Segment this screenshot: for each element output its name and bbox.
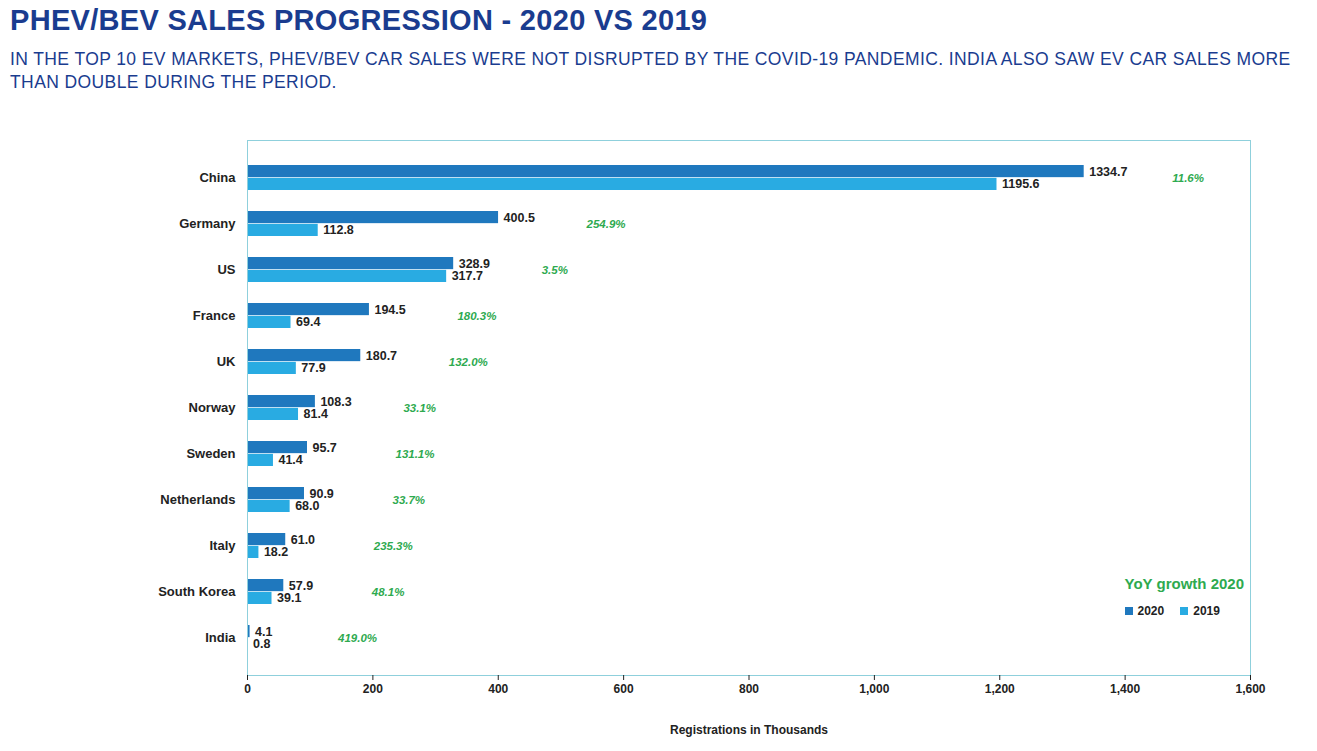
html-text:PHEV/BEV SALES PROGRESSION - 2: PHEV/BEV SALES PROGRESSION - 2020 VS 201… bbox=[10, 4, 708, 36]
svg-text:China: China bbox=[199, 170, 236, 185]
svg-text:India: India bbox=[205, 630, 236, 645]
svg-text:254.9%: 254.9% bbox=[586, 218, 626, 230]
svg-text:Netherlands: Netherlands bbox=[160, 492, 235, 507]
svg-text:1,400: 1,400 bbox=[1110, 682, 1140, 696]
svg-text:South Korea: South Korea bbox=[158, 584, 236, 599]
svg-text:108.3: 108.3 bbox=[320, 394, 352, 409]
html-text:2019: 2019 bbox=[1193, 604, 1220, 618]
svg-text:800: 800 bbox=[739, 682, 759, 696]
svg-text:112.8: 112.8 bbox=[323, 223, 354, 237]
svg-text:1,200: 1,200 bbox=[985, 682, 1015, 696]
svg-text:4.1: 4.1 bbox=[255, 624, 273, 639]
svg-text:Registrations in Thousands: Registrations in Thousands bbox=[670, 723, 828, 737]
svg-text:UK: UK bbox=[217, 354, 236, 369]
svg-text:France: France bbox=[193, 308, 236, 323]
svg-text:69.4: 69.4 bbox=[296, 315, 320, 329]
svg-text:48.1%: 48.1% bbox=[371, 586, 405, 598]
svg-text:18.2: 18.2 bbox=[264, 545, 288, 559]
svg-text:419.0%: 419.0% bbox=[337, 632, 377, 644]
svg-text:3.5%: 3.5% bbox=[542, 264, 568, 276]
svg-text:33.7%: 33.7% bbox=[392, 494, 425, 506]
svg-text:95.7: 95.7 bbox=[312, 441, 336, 455]
svg-text:0.8: 0.8 bbox=[253, 637, 270, 651]
svg-text:61.0: 61.0 bbox=[291, 533, 315, 547]
svg-text:317.7: 317.7 bbox=[452, 269, 483, 283]
svg-text:180.3%: 180.3% bbox=[457, 310, 496, 322]
svg-text:US: US bbox=[217, 262, 235, 277]
svg-text:39.1: 39.1 bbox=[277, 591, 301, 605]
svg-text:132.0%: 132.0% bbox=[449, 356, 488, 368]
svg-text:600: 600 bbox=[614, 682, 634, 696]
svg-text:1334.7: 1334.7 bbox=[1089, 165, 1127, 179]
svg-text:328.9: 328.9 bbox=[458, 256, 490, 271]
svg-text:400.5: 400.5 bbox=[504, 211, 535, 225]
svg-text:1,000: 1,000 bbox=[859, 682, 889, 696]
svg-text:235.3%: 235.3% bbox=[373, 540, 413, 552]
svg-text:11.6%: 11.6% bbox=[1172, 172, 1204, 184]
svg-text:400: 400 bbox=[488, 682, 508, 696]
svg-text:68.0: 68.0 bbox=[295, 499, 319, 513]
svg-text:1,600: 1,600 bbox=[1235, 682, 1265, 696]
svg-text:1195.6: 1195.6 bbox=[1002, 177, 1040, 191]
svg-text:180.7: 180.7 bbox=[366, 349, 397, 363]
svg-text:33.1%: 33.1% bbox=[403, 402, 436, 414]
svg-text:Italy: Italy bbox=[209, 538, 236, 553]
svg-text:77.9: 77.9 bbox=[301, 361, 325, 375]
svg-text:Germany: Germany bbox=[179, 216, 236, 231]
svg-text:81.4: 81.4 bbox=[304, 407, 328, 421]
svg-text:Sweden: Sweden bbox=[186, 446, 235, 461]
svg-text:57.9: 57.9 bbox=[288, 578, 314, 593]
html-text:2020: 2020 bbox=[1137, 604, 1165, 618]
svg-text:194.5: 194.5 bbox=[374, 303, 405, 317]
svg-text:90.9: 90.9 bbox=[309, 486, 334, 501]
svg-text:41.4: 41.4 bbox=[278, 453, 302, 467]
html-text:IN THE TOP 10 EV MARKETS, PHEV: IN THE TOP 10 EV MARKETS, PHEV/BEV CAR S… bbox=[10, 49, 1291, 92]
svg-text:131.1%: 131.1% bbox=[395, 448, 434, 460]
html-text:YoY growth 2020: YoY growth 2020 bbox=[1124, 575, 1244, 592]
svg-text:0: 0 bbox=[244, 682, 251, 696]
svg-text:200: 200 bbox=[363, 682, 383, 696]
svg-text:Norway: Norway bbox=[189, 400, 237, 415]
